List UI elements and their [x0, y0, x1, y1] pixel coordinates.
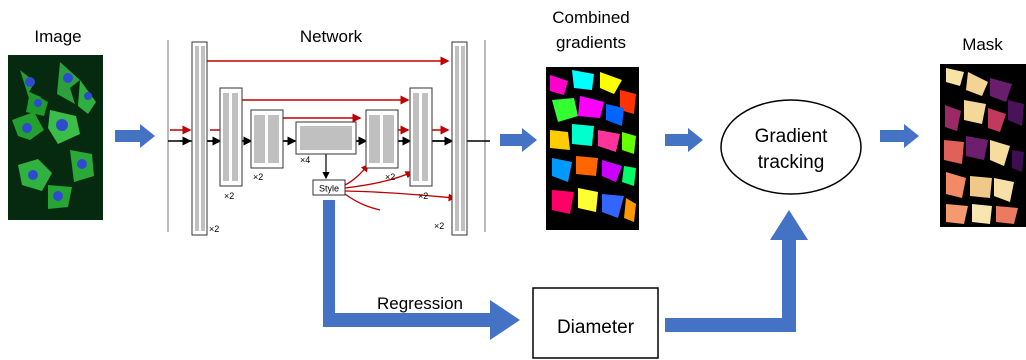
multiplier-outer-left: ×2 [209, 224, 219, 234]
arrow-image-to-network [115, 124, 155, 148]
style-box [312, 179, 346, 196]
multiplier-level2-down: ×2 [224, 191, 234, 201]
network-label: Network [299, 27, 363, 46]
arrow-tracking-to-mask [880, 124, 919, 148]
multiplier-level2-up: ×2 [418, 191, 428, 201]
arrow-network-to-gradients [500, 128, 537, 152]
combined-gradients-label-line2: gradients [556, 33, 626, 52]
multiplier-level3-down: ×2 [253, 172, 263, 182]
multiplier-level3-up: ×2 [385, 172, 395, 182]
network-diagram: Style ×2 ×2 ×2 ×4 ×2 ×2 ×2 [167, 40, 490, 236]
flow-field-image [546, 67, 639, 230]
arrow-style-to-diameter [323, 200, 520, 340]
diameter-box [532, 287, 659, 359]
regression-label: Regression [377, 294, 463, 313]
style-text: Style [319, 184, 339, 194]
gradient-tracking-text-line1: Gradient [755, 126, 829, 147]
diameter-text: Diameter [557, 317, 635, 338]
gradient-tracking-node [720, 99, 862, 195]
microscopy-image [8, 55, 103, 220]
gradient-tracking-text-line2: tracking [758, 152, 825, 173]
segmentation-mask-image [940, 64, 1026, 227]
multiplier-bottleneck: ×4 [300, 155, 310, 165]
arrow-diameter-to-tracking [665, 210, 808, 332]
mask-label: Mask [962, 35, 1003, 54]
image-label: Image [34, 27, 82, 46]
combined-gradients-label-line1: Combined [552, 8, 630, 27]
multiplier-outer-right: ×2 [434, 221, 444, 231]
arrow-gradients-to-tracking [665, 128, 703, 152]
